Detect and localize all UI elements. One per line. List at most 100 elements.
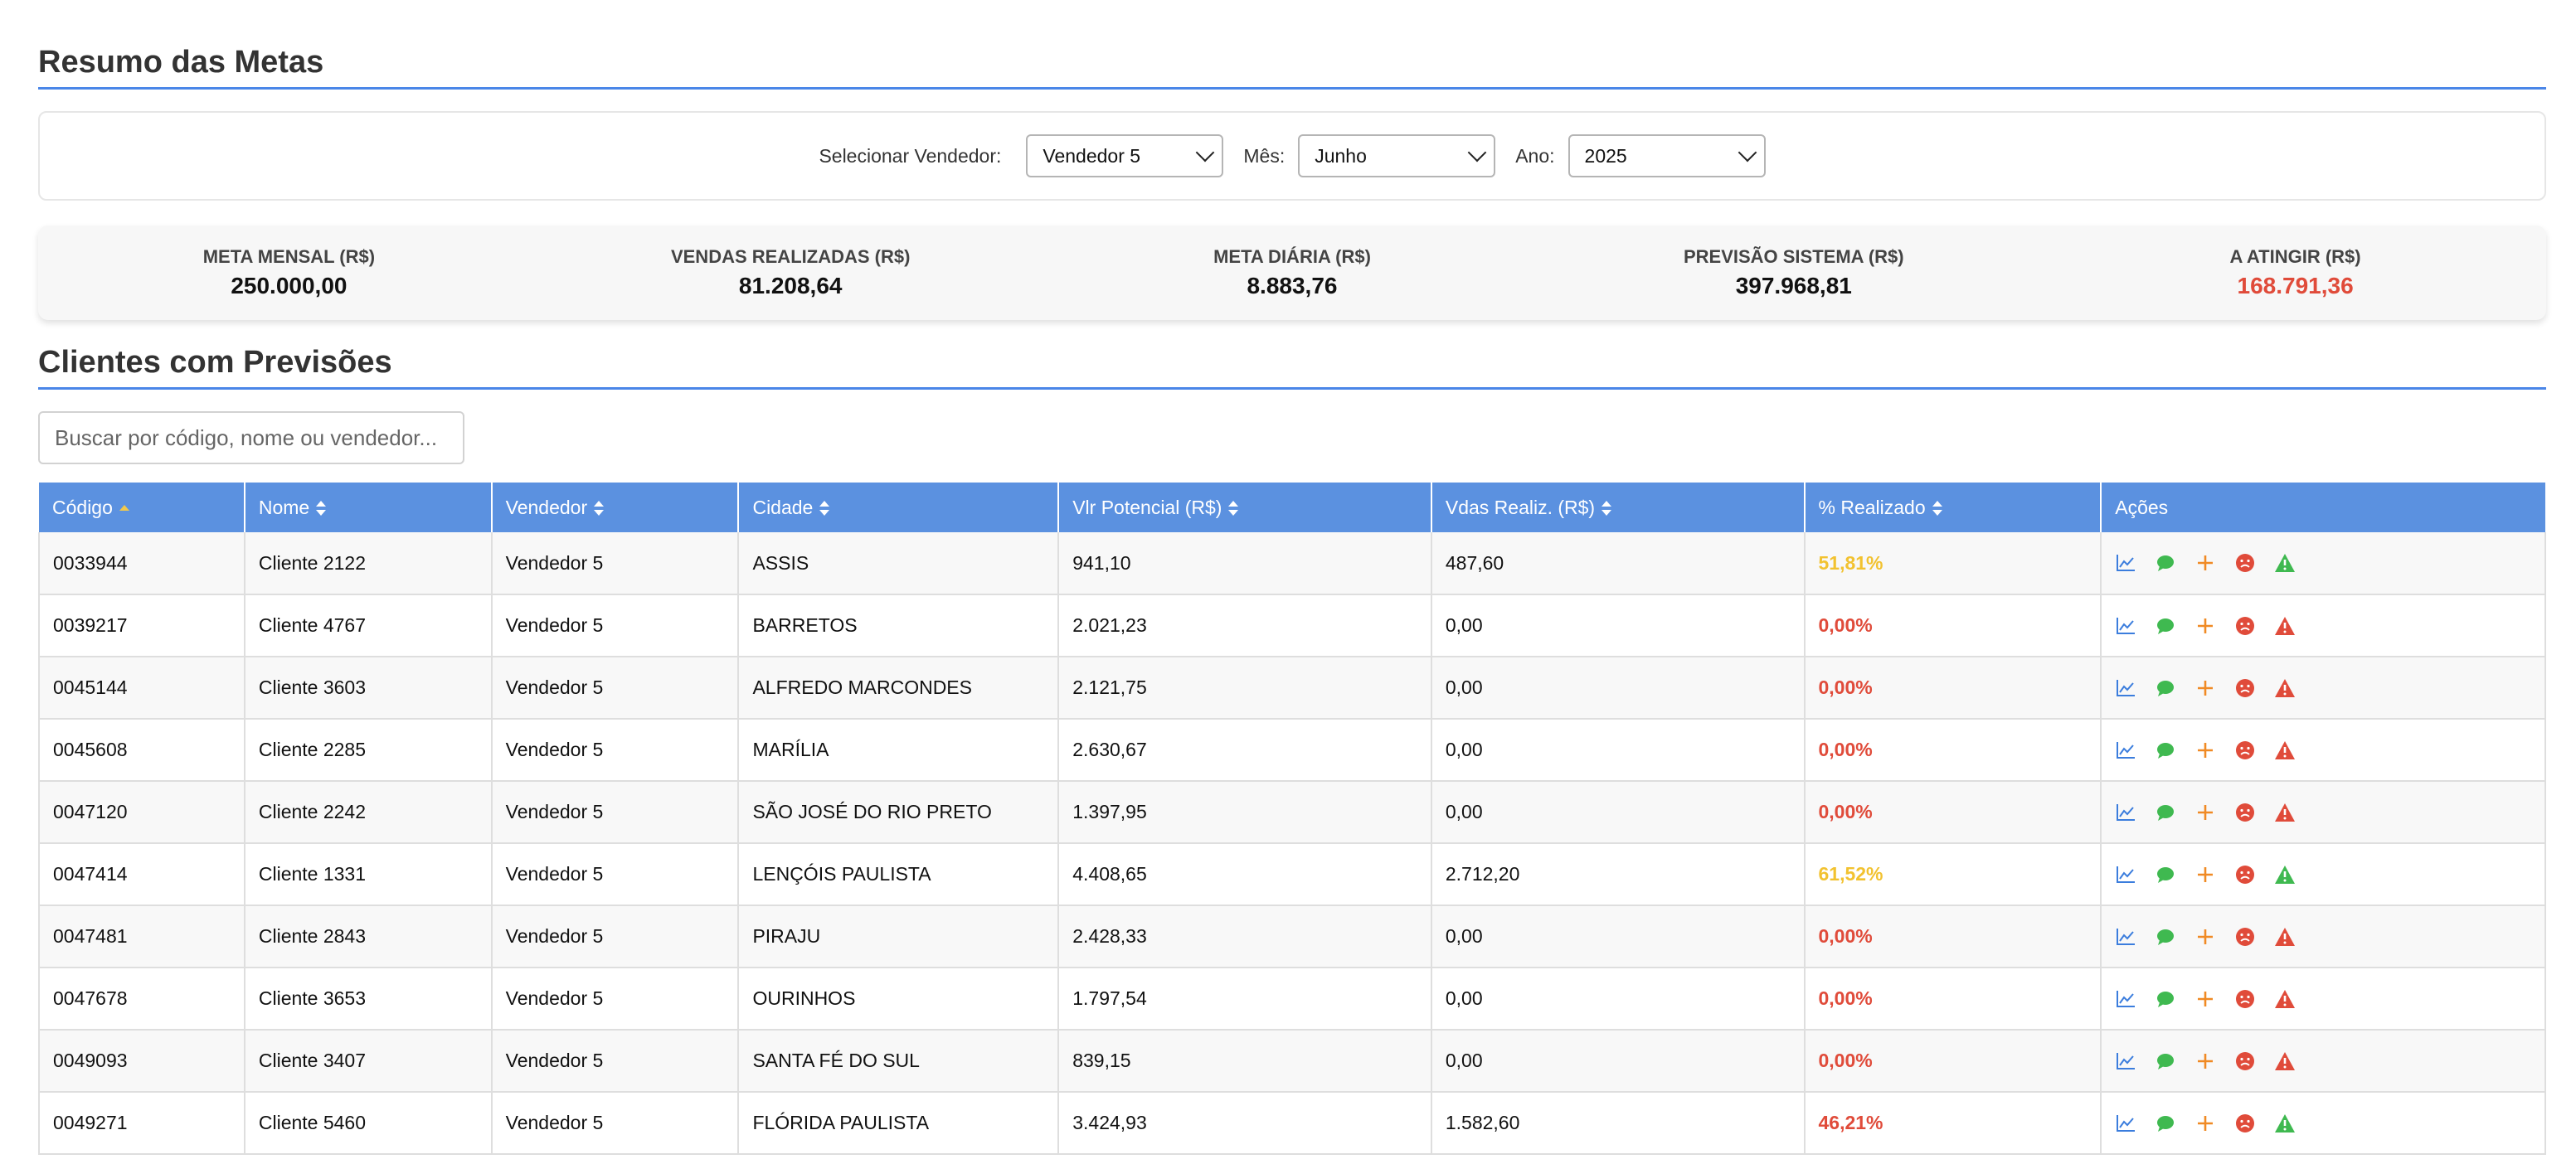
sad-face-icon[interactable] bbox=[2234, 552, 2256, 574]
chart-icon[interactable] bbox=[2115, 926, 2136, 948]
chart-icon[interactable] bbox=[2115, 615, 2136, 637]
table-row[interactable]: 0047414 Cliente 1331 Vendedor 5 LENÇÓIS … bbox=[38, 843, 2546, 906]
cell-acoes bbox=[2101, 719, 2546, 782]
sort-icon bbox=[594, 501, 605, 517]
alert-triangle-icon[interactable] bbox=[2274, 802, 2296, 823]
cell-vendedor: Vendedor 5 bbox=[491, 719, 740, 782]
stat-value: 81.208,64 bbox=[738, 273, 843, 298]
plus-icon[interactable] bbox=[2194, 1050, 2216, 1072]
stat-label: META MENSAL (R$) bbox=[202, 246, 376, 267]
chat-icon[interactable] bbox=[2155, 615, 2176, 637]
sad-face-icon[interactable] bbox=[2234, 1113, 2256, 1134]
alert-triangle-icon[interactable] bbox=[2274, 615, 2296, 637]
alert-triangle-icon[interactable] bbox=[2274, 864, 2296, 885]
sad-face-icon[interactable] bbox=[2234, 740, 2256, 761]
chart-icon[interactable] bbox=[2115, 864, 2136, 885]
alert-triangle-icon[interactable] bbox=[2274, 740, 2296, 761]
plus-icon[interactable] bbox=[2194, 802, 2216, 823]
plus-icon[interactable] bbox=[2194, 1113, 2216, 1134]
cell-acoes bbox=[2101, 657, 2546, 720]
alert-triangle-icon[interactable] bbox=[2274, 926, 2296, 948]
table-row[interactable]: 0049093 Cliente 3407 Vendedor 5 SANTA FÉ… bbox=[38, 1030, 2546, 1093]
plus-icon[interactable] bbox=[2194, 740, 2216, 761]
stat-vendas-realizadas: VENDAS REALIZADAS (R$) 81.208,64 bbox=[540, 246, 1042, 299]
chat-icon[interactable] bbox=[2155, 864, 2176, 885]
plus-icon[interactable] bbox=[2194, 926, 2216, 948]
stat-value: 397.968,81 bbox=[1735, 273, 1852, 298]
col-header-pct[interactable]: % Realizado bbox=[1804, 483, 2102, 532]
alert-triangle-icon[interactable] bbox=[2274, 1050, 2296, 1072]
chat-icon[interactable] bbox=[2155, 740, 2176, 761]
cell-potencial: 941,10 bbox=[1058, 532, 1432, 595]
chat-icon[interactable] bbox=[2155, 1050, 2176, 1072]
vendor-select[interactable]: Vendedor 5 bbox=[1026, 134, 1224, 177]
vendor-select-value: Vendedor 5 bbox=[1043, 144, 1141, 167]
plus-icon[interactable] bbox=[2194, 988, 2216, 1010]
chat-icon[interactable] bbox=[2155, 988, 2176, 1010]
plus-icon[interactable] bbox=[2194, 615, 2216, 637]
stat-previsao-sistema: PREVISÃO SISTEMA (R$) 397.968,81 bbox=[1543, 246, 2044, 299]
chat-icon[interactable] bbox=[2155, 926, 2176, 948]
table-row[interactable]: 0045608 Cliente 2285 Vendedor 5 MARÍLIA … bbox=[38, 719, 2546, 782]
table-row[interactable]: 0047481 Cliente 2843 Vendedor 5 PIRAJU 2… bbox=[38, 905, 2546, 968]
plus-icon[interactable] bbox=[2194, 552, 2216, 574]
plus-icon[interactable] bbox=[2194, 864, 2216, 885]
cell-nome: Cliente 3603 bbox=[244, 657, 493, 720]
table-row[interactable]: 0049271 Cliente 5460 Vendedor 5 FLÓRIDA … bbox=[38, 1092, 2546, 1155]
sad-face-icon[interactable] bbox=[2234, 988, 2256, 1010]
sort-icon bbox=[819, 501, 830, 517]
col-header-vendedor[interactable]: Vendedor bbox=[491, 483, 740, 532]
search-input[interactable] bbox=[38, 411, 464, 464]
chat-icon[interactable] bbox=[2155, 677, 2176, 699]
plus-icon[interactable] bbox=[2194, 677, 2216, 699]
chat-icon[interactable] bbox=[2155, 802, 2176, 823]
col-header-cidade[interactable]: Cidade bbox=[738, 483, 1060, 532]
col-header-potencial[interactable]: Vlr Potencial (R$) bbox=[1058, 483, 1432, 532]
table-row[interactable]: 0039217 Cliente 4767 Vendedor 5 BARRETOS… bbox=[38, 594, 2546, 657]
month-label: Mês: bbox=[1243, 144, 1286, 167]
month-select[interactable]: Junho bbox=[1298, 134, 1496, 177]
sort-asc-icon bbox=[119, 501, 129, 516]
sad-face-icon[interactable] bbox=[2234, 677, 2256, 699]
chart-icon[interactable] bbox=[2115, 988, 2136, 1010]
sad-face-icon[interactable] bbox=[2234, 864, 2256, 885]
pct-value: 0,00% bbox=[1818, 677, 1873, 698]
sad-face-icon[interactable] bbox=[2234, 802, 2256, 823]
sad-face-icon[interactable] bbox=[2234, 1050, 2256, 1072]
cell-nome: Cliente 5460 bbox=[244, 1092, 493, 1155]
chat-icon[interactable] bbox=[2155, 1113, 2176, 1134]
cell-pct: 0,00% bbox=[1804, 781, 2102, 844]
sort-icon bbox=[316, 501, 327, 517]
table-row[interactable]: 0033944 Cliente 2122 Vendedor 5 ASSIS 94… bbox=[38, 532, 2546, 595]
chat-icon[interactable] bbox=[2155, 552, 2176, 574]
alert-triangle-icon[interactable] bbox=[2274, 1113, 2296, 1134]
stat-meta-mensal: META MENSAL (R$) 250.000,00 bbox=[38, 246, 540, 299]
chevron-down-icon bbox=[1196, 143, 1215, 162]
cell-pct: 46,21% bbox=[1804, 1092, 2102, 1155]
alert-triangle-icon[interactable] bbox=[2274, 677, 2296, 699]
chart-icon[interactable] bbox=[2115, 802, 2136, 823]
sad-face-icon[interactable] bbox=[2234, 615, 2256, 637]
col-header-nome[interactable]: Nome bbox=[244, 483, 493, 532]
cell-realizado: 0,00 bbox=[1431, 719, 1806, 782]
chart-icon[interactable] bbox=[2115, 740, 2136, 761]
chart-icon[interactable] bbox=[2115, 552, 2136, 574]
col-header-realizado[interactable]: Vdas Realiz. (R$) bbox=[1431, 483, 1806, 532]
cell-nome: Cliente 3407 bbox=[244, 1030, 493, 1093]
alert-triangle-icon[interactable] bbox=[2274, 988, 2296, 1010]
row-actions bbox=[2115, 988, 2531, 1010]
chevron-down-icon bbox=[1738, 143, 1757, 162]
chart-icon[interactable] bbox=[2115, 677, 2136, 699]
year-select[interactable]: 2025 bbox=[1567, 134, 1766, 177]
table-row[interactable]: 0047120 Cliente 2242 Vendedor 5 SÃO JOSÉ… bbox=[38, 781, 2546, 844]
table-row[interactable]: 0047678 Cliente 3653 Vendedor 5 OURINHOS… bbox=[38, 968, 2546, 1031]
table-row[interactable]: 0045144 Cliente 3603 Vendedor 5 ALFREDO … bbox=[38, 657, 2546, 720]
sad-face-icon[interactable] bbox=[2234, 926, 2256, 948]
cell-acoes bbox=[2101, 843, 2546, 906]
alert-triangle-icon[interactable] bbox=[2274, 552, 2296, 574]
chart-icon[interactable] bbox=[2115, 1113, 2136, 1134]
cell-pct: 0,00% bbox=[1804, 905, 2102, 968]
chart-icon[interactable] bbox=[2115, 1050, 2136, 1072]
cell-realizado: 1.582,60 bbox=[1431, 1092, 1806, 1155]
col-header-codigo[interactable]: Código bbox=[39, 483, 245, 532]
